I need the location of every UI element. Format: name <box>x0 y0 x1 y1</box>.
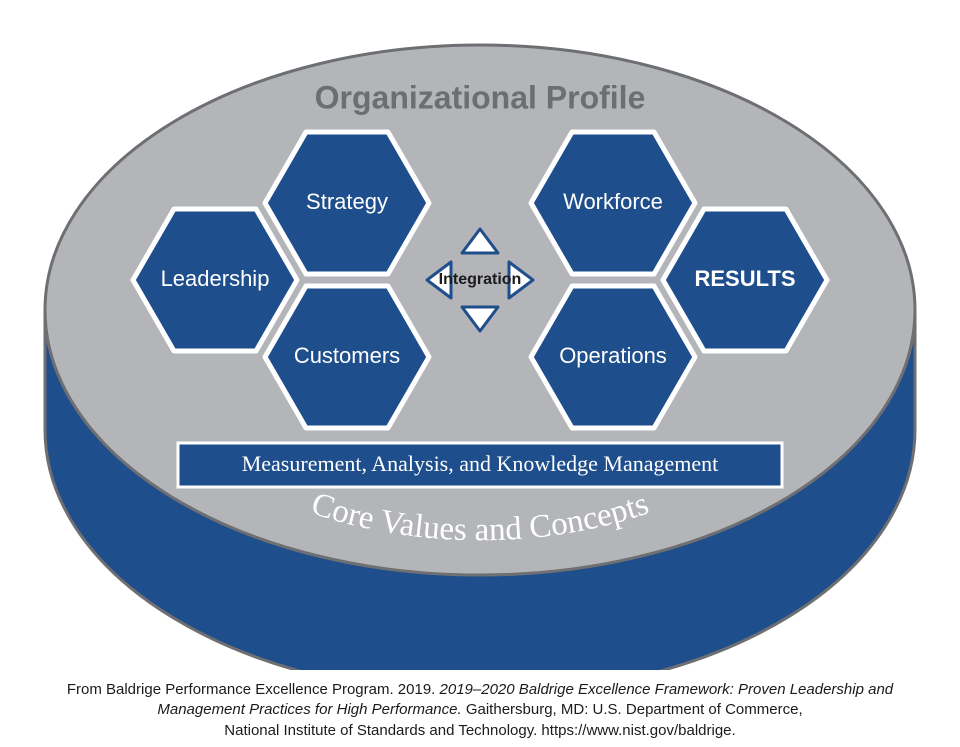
hex-label-workforce: Workforce <box>563 189 663 214</box>
citation-2b: Gaithersburg, MD: U.S. Department of Com… <box>462 701 803 718</box>
profile-title: Organizational Profile <box>315 79 646 115</box>
citation-1b: 2019–2020 Baldrige Excellence Framework:… <box>440 681 894 698</box>
diagram-stage: Organizational Profile Leadership Strategy… <box>0 0 960 747</box>
citation-2a: Management Practices for High Performanc… <box>157 701 461 718</box>
hex-label-strategy: Strategy <box>306 189 388 214</box>
citation-line-3: National Institute of Standards and Tech… <box>0 721 960 741</box>
hex-label-leadership: Leadership <box>161 266 270 291</box>
citation-line-2: Management Practices for High Performanc… <box>0 700 960 720</box>
citation-block: From Baldrige Performance Excellence Pro… <box>0 680 960 741</box>
diagram-svg: Organizational Profile Leadership Strategy… <box>0 0 960 670</box>
integration-label: Integration <box>439 271 522 288</box>
citation-line-1: From Baldrige Performance Excellence Pro… <box>0 680 960 700</box>
hex-label-operations: Operations <box>559 343 667 368</box>
foundation-bar-label: Measurement, Analysis, and Knowledge Man… <box>242 451 719 476</box>
hex-label-results: RESULTS <box>694 266 795 291</box>
hex-label-customers: Customers <box>294 343 400 368</box>
citation-1a: From Baldrige Performance Excellence Pro… <box>67 681 440 698</box>
